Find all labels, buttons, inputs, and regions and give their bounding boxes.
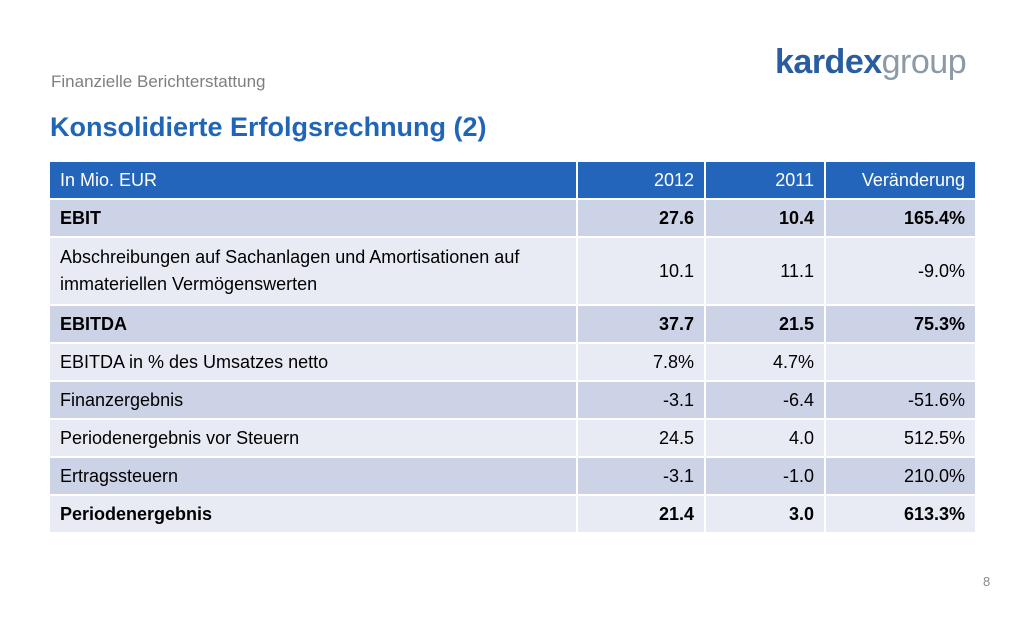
kardex-logo: kardexgroup [775, 42, 967, 82]
value-2011: 4.7% [704, 342, 826, 382]
value-2012: -3.1 [576, 456, 706, 496]
row-label: Finanzergebnis [48, 380, 578, 420]
value-change: 165.4% [824, 198, 977, 238]
value-change [824, 342, 977, 382]
value-2012: 27.6 [576, 198, 706, 238]
page-title: Konsolidierte Erfolgsrechnung (2) [50, 112, 487, 142]
value-2012: -3.1 [576, 380, 706, 420]
section-subtitle: Finanzielle Berichterstattung [51, 72, 266, 91]
value-2012: 24.5 [576, 418, 706, 458]
logo-brand-text: kardex [775, 43, 882, 81]
row-label: Periodenergebnis vor Steuern [48, 418, 578, 458]
table-row: EBITDA in % des Umsatzes netto 7.8% 4.7% [48, 342, 977, 382]
row-label: EBITDA [48, 304, 578, 344]
value-change: 75.3% [824, 304, 977, 344]
value-2011: 4.0 [704, 418, 826, 458]
row-label: Ertragssteuern [48, 456, 578, 496]
value-change: 613.3% [824, 494, 977, 534]
value-2011: 21.5 [704, 304, 826, 344]
row-label: EBIT [48, 198, 578, 238]
row-label: EBITDA in % des Umsatzes netto [48, 342, 578, 382]
value-2012: 21.4 [576, 494, 706, 534]
value-2012: 7.8% [576, 342, 706, 382]
column-header-label: In Mio. EUR [48, 160, 578, 200]
row-label: Abschreibungen auf Sachanlagen und Amort… [48, 236, 578, 306]
value-2011: 3.0 [704, 494, 826, 534]
table-row: Abschreibungen auf Sachanlagen und Amort… [48, 236, 977, 306]
value-2011: 10.4 [704, 198, 826, 238]
value-2011: -6.4 [704, 380, 826, 420]
value-2011: -1.0 [704, 456, 826, 496]
table-row: Ertragssteuern -3.1 -1.0 210.0% [48, 456, 977, 496]
column-header-2012: 2012 [576, 160, 706, 200]
column-header-change: Veränderung [824, 160, 977, 200]
table-row: EBITDA 37.7 21.5 75.3% [48, 304, 977, 344]
table-row: Periodenergebnis vor Steuern 24.5 4.0 51… [48, 418, 977, 458]
value-2011: 11.1 [704, 236, 826, 306]
page-number: 8 [983, 574, 991, 589]
value-2012: 10.1 [576, 236, 706, 306]
table-row: Finanzergebnis -3.1 -6.4 -51.6% [48, 380, 977, 420]
column-header-2011: 2011 [704, 160, 826, 200]
value-2012: 37.7 [576, 304, 706, 344]
table-row: Periodenergebnis 21.4 3.0 613.3% [48, 494, 977, 534]
value-change: -51.6% [824, 380, 977, 420]
value-change: -9.0% [824, 236, 977, 306]
logo-suffix-text: group [881, 43, 967, 81]
income-statement-table: In Mio. EUR 2012 2011 Veränderung EBIT 2… [48, 160, 977, 534]
table-row: EBIT 27.6 10.4 165.4% [48, 198, 977, 238]
value-change: 512.5% [824, 418, 977, 458]
row-label: Periodenergebnis [48, 494, 578, 534]
value-change: 210.0% [824, 456, 977, 496]
table-header-row: In Mio. EUR 2012 2011 Veränderung [48, 160, 977, 200]
